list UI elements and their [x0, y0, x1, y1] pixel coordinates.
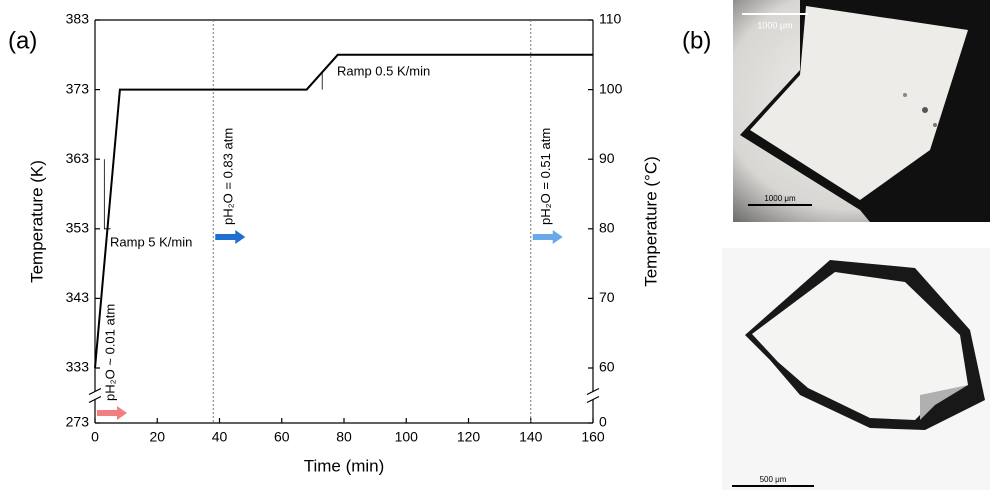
axis-break: [88, 387, 102, 396]
x-tick-label: 20: [149, 429, 165, 445]
x-tick-label: 60: [274, 429, 290, 445]
panel-label: (a): [8, 27, 37, 54]
ramp-label: Ramp 5 K/min: [110, 234, 192, 249]
y2-tick-label: 60: [599, 359, 615, 375]
x-tick-label: 40: [212, 429, 228, 445]
y2-tick-label: 100: [599, 80, 623, 96]
y-tick-label: 333: [66, 359, 90, 375]
y-tick-label: 383: [66, 11, 90, 27]
x-tick-label: 120: [457, 429, 481, 445]
y-tick-label: 353: [66, 220, 90, 236]
y-tick-label: 273: [66, 414, 90, 430]
axis-break: [586, 387, 600, 396]
annotation: pH₂O ~ 0.01 atm: [102, 304, 117, 401]
y-axis-label: Temperature (K): [27, 160, 46, 283]
y-tick-label: 363: [66, 150, 90, 166]
axis-break: [586, 395, 600, 404]
scale-label: 500 μm: [760, 475, 787, 484]
micrograph-top: [733, 0, 990, 222]
scale-label: 1000 μm: [764, 194, 796, 203]
x-tick-label: 100: [395, 429, 419, 445]
x-axis-label: Time (min): [304, 456, 385, 475]
y2-tick-label: 90: [599, 150, 615, 166]
temperature-line: [94, 53, 593, 369]
y2-tick-label: 70: [599, 289, 615, 305]
y2-tick-label: 80: [599, 220, 615, 236]
arrow: [97, 406, 127, 420]
arrow: [215, 230, 246, 244]
micrograph-bottom: [722, 248, 990, 490]
axis-break: [88, 395, 102, 404]
y-tick-label: 373: [66, 80, 90, 96]
arrow: [532, 230, 563, 244]
ramp-label: Ramp 0.5 K/min: [337, 63, 430, 78]
ramp-marker: [103, 159, 111, 230]
panel-label: (b): [682, 27, 711, 54]
x-tick-label: 160: [581, 429, 605, 445]
y2-tick-label: 110: [599, 11, 622, 27]
x-tick-label: 0: [91, 429, 99, 445]
annotation: pH₂O = 0.51 atm: [538, 128, 553, 225]
x-tick-label: 140: [519, 429, 543, 445]
annotation: pH₂O = 0.83 atm: [221, 128, 236, 225]
y2-tick-label: 0: [599, 414, 607, 430]
x-tick-label: 80: [336, 429, 352, 445]
y2-axis-label: Temperature (°C): [641, 156, 660, 287]
scale-label: 1000 μm: [757, 20, 792, 30]
y-tick-label: 343: [66, 289, 90, 305]
